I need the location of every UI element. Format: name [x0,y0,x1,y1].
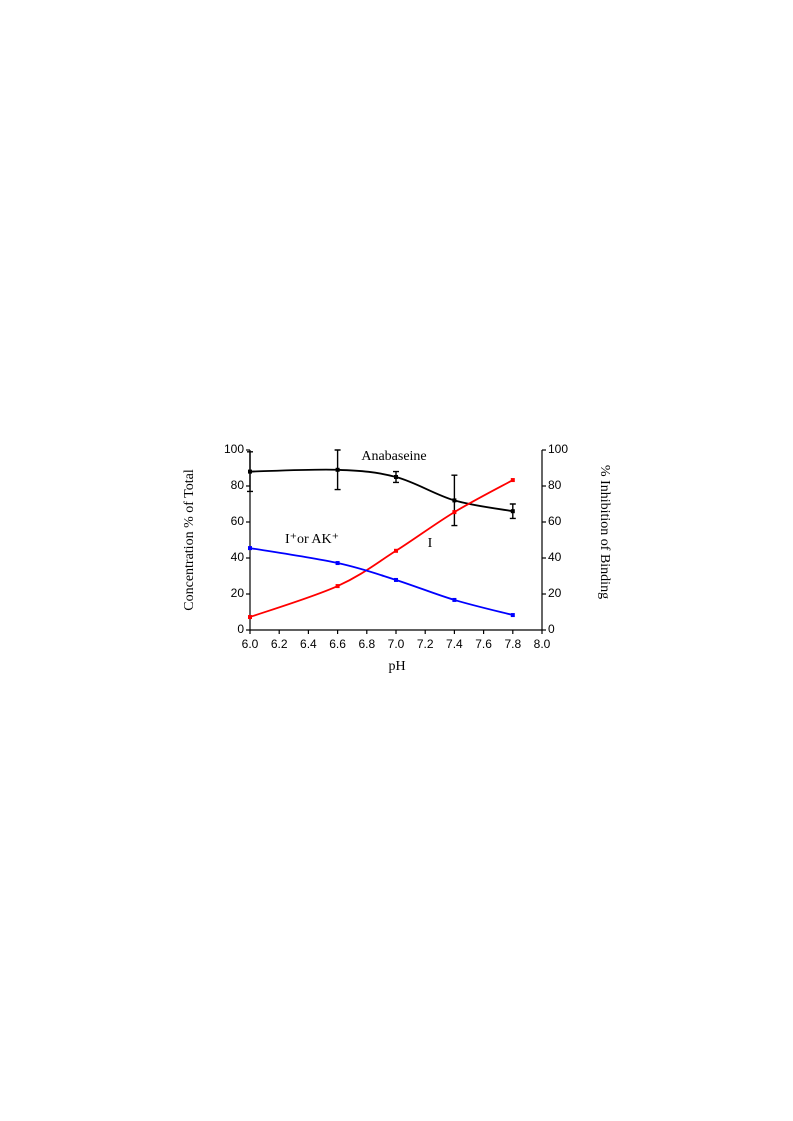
y-axis-label: Concentration % of Total [182,469,197,611]
data-point [394,577,398,582]
x-tick-label: 7.0 [388,637,405,651]
x-axis-label: pH [388,659,405,674]
data-point [510,613,515,618]
series-label: Anabaseine [361,449,426,464]
data-point [452,597,457,602]
x-tick-label: 6.8 [358,637,375,651]
y2-tick-label: 60 [548,514,562,528]
data-point [394,475,398,479]
y2-tick-label: 40 [548,550,562,564]
y-tick-label: 20 [231,586,245,600]
y2-axis-label: % Inhibition of Binding [597,465,612,599]
x-tick-label: 8.0 [534,637,551,651]
y-tick-label: 60 [231,514,245,528]
data-point [248,469,252,474]
data-point [394,548,398,553]
data-point [248,615,252,620]
x-tick-label: 6.0 [242,637,259,651]
y2-tick-label: 0 [548,622,555,636]
y-tick-label: 40 [231,550,245,564]
series-label: I [428,536,433,551]
x-tick-label: 7.8 [504,637,521,651]
series-label: I⁺or AK⁺ [285,532,339,547]
data-point [335,584,340,589]
data-point [248,546,252,551]
data-point [452,510,457,515]
x-tick-label: 6.6 [329,637,346,651]
x-tick-label: 7.4 [446,637,463,651]
y-tick-label: 100 [224,442,244,456]
data-point [510,478,515,483]
y2-tick-label: 20 [548,586,562,600]
x-tick-label: 6.4 [300,637,317,651]
x-tick-label: 7.2 [417,637,434,651]
y-tick-label: 0 [237,622,244,636]
data-point [452,498,457,503]
series-line [249,547,514,616]
x-tick-label: 6.2 [271,637,288,651]
data-point [510,509,515,514]
data-point [335,467,340,472]
y2-tick-label: 80 [548,478,562,492]
series-line [249,468,513,513]
x-tick-label: 7.6 [475,637,492,651]
y-tick-label: 80 [231,478,245,492]
series-line [249,479,514,618]
y2-tick-label: 100 [548,442,568,456]
data-point [335,561,340,566]
